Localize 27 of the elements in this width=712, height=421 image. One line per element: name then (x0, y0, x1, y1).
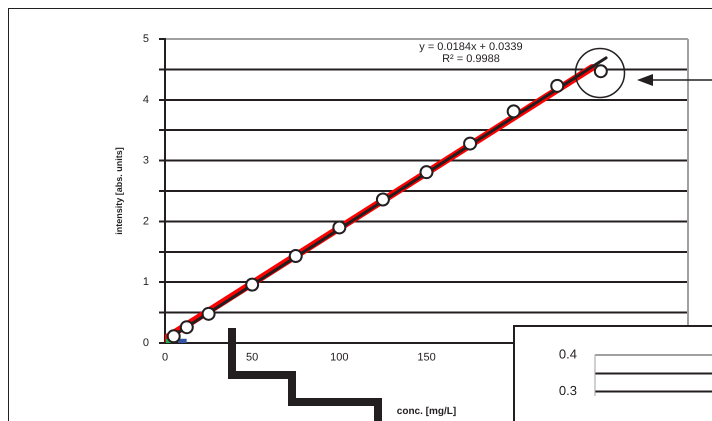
y-tick-label: 1 (142, 276, 149, 288)
point (463, 136, 478, 151)
point (420, 165, 434, 180)
point (202, 306, 216, 321)
x-axis-title: conc. [mg/L] (396, 406, 456, 417)
y-tick-label: 5 (142, 33, 149, 46)
annotation: R² = 0.9988 (442, 53, 500, 66)
y-tick-label: 2 (142, 215, 149, 228)
point (180, 320, 194, 334)
point (288, 249, 303, 264)
point (166, 329, 181, 343)
y-tick-label: 0.4 (558, 346, 577, 362)
x-tick-label: 50 (246, 352, 258, 364)
annotation: y = 0.0184x + 0.0339 (419, 41, 523, 54)
y-axis-title: intensity [abs. units] (114, 147, 124, 235)
point (376, 192, 390, 207)
point (245, 278, 260, 292)
point (332, 220, 346, 234)
point (506, 104, 521, 118)
x-tick-label: 150 (417, 352, 436, 364)
y-tick-label: 0 (142, 337, 149, 350)
x-tick-label: 100 (330, 352, 349, 364)
y-tick-label: 4 (142, 94, 149, 106)
x-tick-label: 0 (162, 352, 168, 364)
y-tick-label: 0.3 (558, 383, 577, 398)
y-tick-label: 3 (142, 154, 149, 167)
point (550, 78, 564, 93)
